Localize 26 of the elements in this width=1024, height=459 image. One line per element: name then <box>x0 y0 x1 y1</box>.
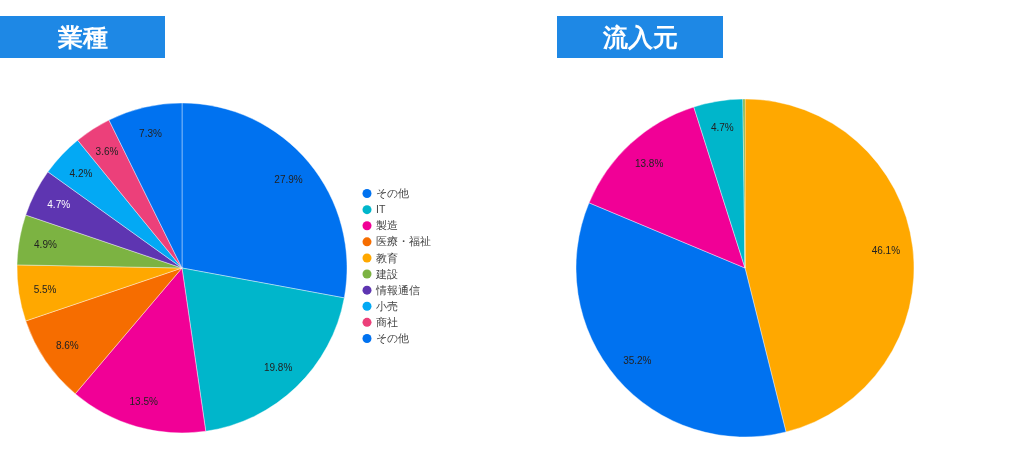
legend-label: 情報通信 <box>375 283 420 296</box>
data-label: 3.6% <box>95 145 119 157</box>
data-label: 13.5% <box>129 395 159 407</box>
legend-label: 商社 <box>376 315 398 328</box>
legend-label: その他 <box>376 187 409 200</box>
data-label: 4.9% <box>34 238 57 250</box>
legend-label: 製造 <box>376 219 398 232</box>
data-label: 35.2% <box>623 355 652 367</box>
legend-label: 教育 <box>376 251 398 264</box>
data-label: 4.7% <box>710 122 734 134</box>
legend-label: その他 <box>376 332 409 345</box>
data-label: 4.2% <box>69 167 93 179</box>
legend-label: 建設 <box>375 267 398 280</box>
data-label: 7.3% <box>139 127 162 139</box>
data-label: 19.8% <box>263 362 293 374</box>
data-label: 27.9% <box>274 173 303 185</box>
data-label: 8.6% <box>55 340 79 352</box>
chart-title: 流入元 <box>601 23 678 51</box>
legend-label: 医療・福祉 <box>376 235 431 248</box>
data-label: 13.8% <box>634 157 664 169</box>
chart-title: 業種 <box>56 23 108 51</box>
data-label: 5.5% <box>33 283 57 295</box>
legend-label: 小売 <box>376 299 398 312</box>
legend-label: IT <box>376 203 386 216</box>
data-label: 46.1% <box>871 245 901 257</box>
data-label: 4.7% <box>47 199 71 211</box>
